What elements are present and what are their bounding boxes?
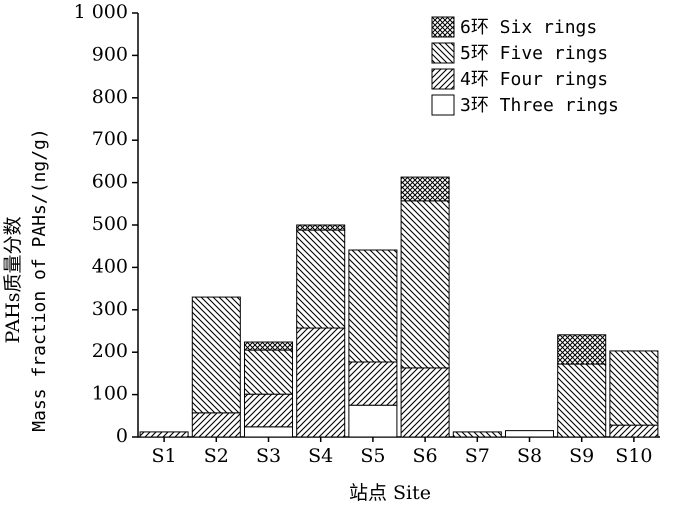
x-axis-title: 站点 Site: [349, 482, 431, 504]
y-tick-label: 700: [92, 128, 128, 150]
bar-segment: [139, 431, 189, 438]
bar-segment: [452, 431, 502, 438]
y-axis-title: PAHs质量分数: [2, 216, 24, 343]
legend-label: 6环 Six rings: [460, 17, 597, 38]
y-tick-label: 200: [92, 340, 128, 362]
bar-segment: [609, 424, 659, 438]
bar-segment: [243, 341, 294, 351]
bar-segment: [243, 349, 294, 395]
x-tick-label: S5: [360, 445, 385, 467]
bar-segment: [400, 200, 450, 369]
bar-segment: [400, 367, 450, 438]
y-tick-label: 800: [92, 86, 128, 108]
x-tick-label: S8: [517, 445, 542, 467]
bar-segment: [557, 334, 607, 365]
x-tick-label: S7: [465, 445, 490, 467]
y-tick-label: 900: [92, 43, 128, 65]
bar-segment: [348, 361, 398, 406]
x-tick-label: S6: [413, 445, 438, 467]
legend-label: 4环 Four rings: [460, 69, 608, 90]
y-tick-label: 0: [116, 425, 128, 447]
x-tick-label: S9: [569, 445, 594, 467]
y-tick-label: 600: [92, 171, 128, 193]
y-axis-title: Mass fraction of PAHs/(ng/g): [29, 128, 50, 431]
bar-segment: [348, 249, 398, 363]
x-tick-label: S2: [204, 445, 229, 467]
bar-segment: [191, 412, 241, 438]
legend-swatch: [431, 94, 455, 116]
bar-segment: [557, 363, 607, 438]
bar-segment: [504, 430, 555, 438]
legend-swatch: [431, 68, 455, 90]
y-tick-label: 300: [92, 298, 128, 320]
x-tick-label: S4: [308, 445, 333, 467]
bar-segment: [296, 224, 346, 231]
bar-segment: [243, 426, 294, 438]
y-tick-label: 1 000: [74, 1, 128, 23]
legend-swatch: [431, 42, 455, 64]
legend-swatch: [431, 16, 455, 38]
y-tick-label: 500: [92, 213, 128, 235]
x-tick-label: S10: [615, 445, 652, 467]
x-tick-label: S1: [152, 445, 177, 467]
bar-segment: [400, 176, 450, 202]
legend-label: 3环 Three rings: [460, 95, 619, 116]
bar-segment: [296, 229, 346, 329]
y-tick-label: 400: [92, 255, 128, 277]
bar-segment: [296, 327, 346, 438]
bar-segment: [243, 393, 294, 428]
bar-segment: [348, 404, 398, 438]
legend-label: 5环 Five rings: [460, 43, 608, 64]
bar-segment: [191, 296, 241, 414]
x-tick-label: S3: [256, 445, 281, 467]
bar-segment: [609, 350, 659, 426]
y-tick-label: 100: [92, 383, 128, 405]
